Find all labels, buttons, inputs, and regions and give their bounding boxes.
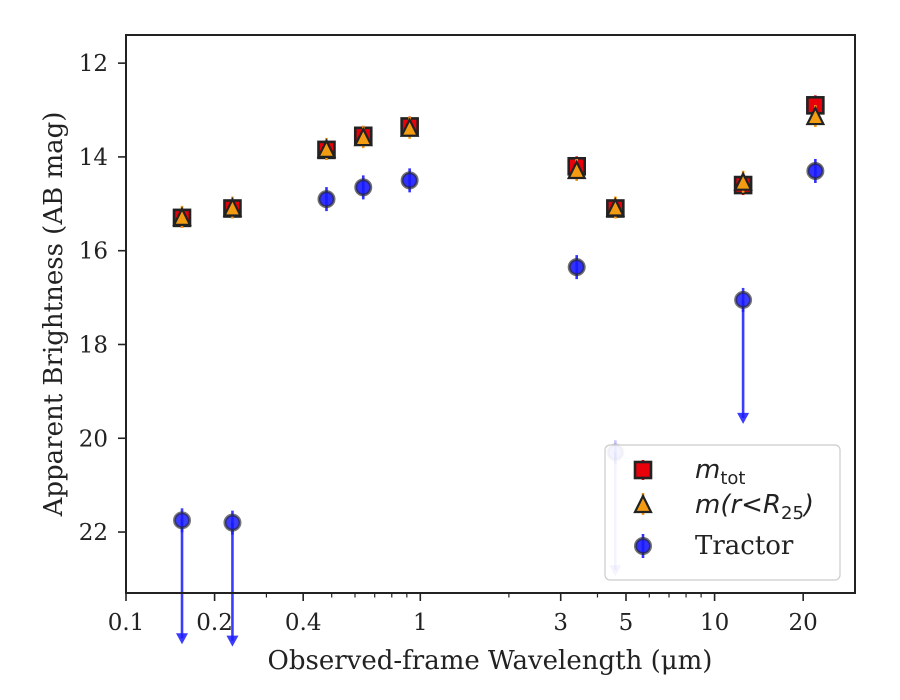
y-tick-label: 20: [79, 426, 108, 452]
legend-marker-tractor: [634, 537, 652, 555]
legend-label: Tractor: [695, 531, 794, 561]
x-tick-label: 0.4: [285, 610, 322, 636]
legend-marker-m-tot: [633, 460, 653, 480]
data-point-m-r25: [222, 197, 243, 217]
data-point-m-r25: [353, 126, 374, 147]
data-point-m-r25: [566, 159, 587, 180]
series-m-tot: [172, 95, 825, 228]
data-point-tractor: [806, 161, 825, 180]
data-point-tractor: [734, 290, 753, 309]
upper-limit-arrowhead: [176, 633, 189, 645]
legend-label: mtot: [695, 455, 745, 489]
x-tick-label: 20: [789, 610, 818, 636]
data-point-tractor: [173, 511, 192, 530]
upper-limit-arrowhead: [737, 412, 750, 424]
data-point-tractor: [317, 190, 336, 209]
legend-marker-m-r25: [633, 493, 653, 514]
data-point-tractor: [354, 178, 373, 197]
plot-frame: [125, 34, 856, 594]
x-tick-label: 5: [619, 610, 634, 636]
x-tick-label: 0.1: [108, 610, 145, 636]
upper-limit-arrowhead: [226, 635, 239, 647]
data-point-m-r25: [733, 171, 753, 191]
data-point-m-r25: [399, 117, 420, 137]
y-tick-label: 18: [79, 332, 108, 358]
chart-axes: 0.1 0.2 0.4 1 3 5 10 20 12 14 16 18 20 22: [79, 51, 818, 636]
x-tick-label: 10: [700, 610, 729, 636]
y-axis-label: Apparent Brightness (AB mag): [39, 112, 69, 518]
data-point-m-r25: [605, 197, 626, 217]
y-tick-label: 14: [79, 145, 108, 171]
data-point-m-r25: [805, 105, 826, 126]
legend-box: [604, 444, 841, 581]
data-point-tractor: [400, 171, 419, 190]
data-point-m-r25: [172, 206, 192, 226]
x-tick-label: 0.2: [196, 610, 233, 636]
series-m-r-r25-: [172, 105, 826, 228]
y-tick-label: 12: [79, 51, 108, 77]
x-tick-label: 3: [553, 610, 568, 636]
y-tick-label: 16: [79, 239, 108, 265]
x-axis-label: Observed-frame Wavelength (μm): [268, 646, 713, 676]
y-tick-label: 22: [79, 520, 108, 546]
data-point-m-r25: [316, 138, 337, 158]
data-point-tractor: [567, 258, 586, 277]
x-tick-label: 1: [413, 610, 428, 636]
data-point-tractor: [223, 513, 242, 532]
